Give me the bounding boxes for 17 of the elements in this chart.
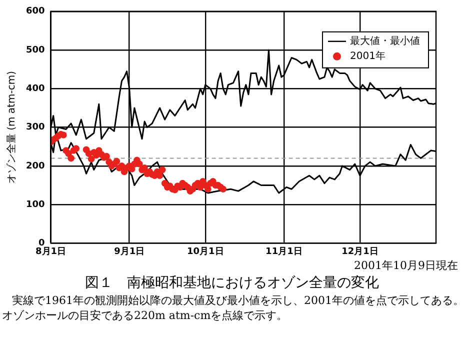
- text: 2001年10月9日現在: [353, 258, 458, 273]
- y-tick-label: 100: [26, 200, 45, 210]
- y-tick-label: 300: [26, 122, 45, 133]
- x-tick-label: 12月1日: [342, 246, 378, 257]
- legend-label: 最大値・最小値: [350, 34, 420, 47]
- text: 実線で1961年の観測開始以降の最大値及び最小値を示し、2001年の値を点で示してある。オゾンホールの目安である220m atm-cmを点線で示す。: [2, 293, 464, 323]
- x-tick-label: 10月1日: [186, 246, 224, 257]
- y-tick-label: 200: [26, 161, 45, 172]
- x-tick-label: 8月1日: [36, 246, 66, 257]
- x-tick-label: 11月1日: [266, 246, 302, 257]
- y-axis-title: オゾン全量 (m atm-cm): [6, 70, 18, 184]
- x-tick-label: 9月1日: [114, 246, 145, 257]
- text: 図１ 南極昭和基地におけるオゾン全量の変化: [84, 274, 380, 292]
- y-tick-label: 600: [26, 6, 45, 17]
- legend-label: 2001年: [350, 50, 386, 62]
- y-tick-label: 400: [26, 84, 45, 94]
- y-tick-label: 500: [26, 45, 45, 56]
